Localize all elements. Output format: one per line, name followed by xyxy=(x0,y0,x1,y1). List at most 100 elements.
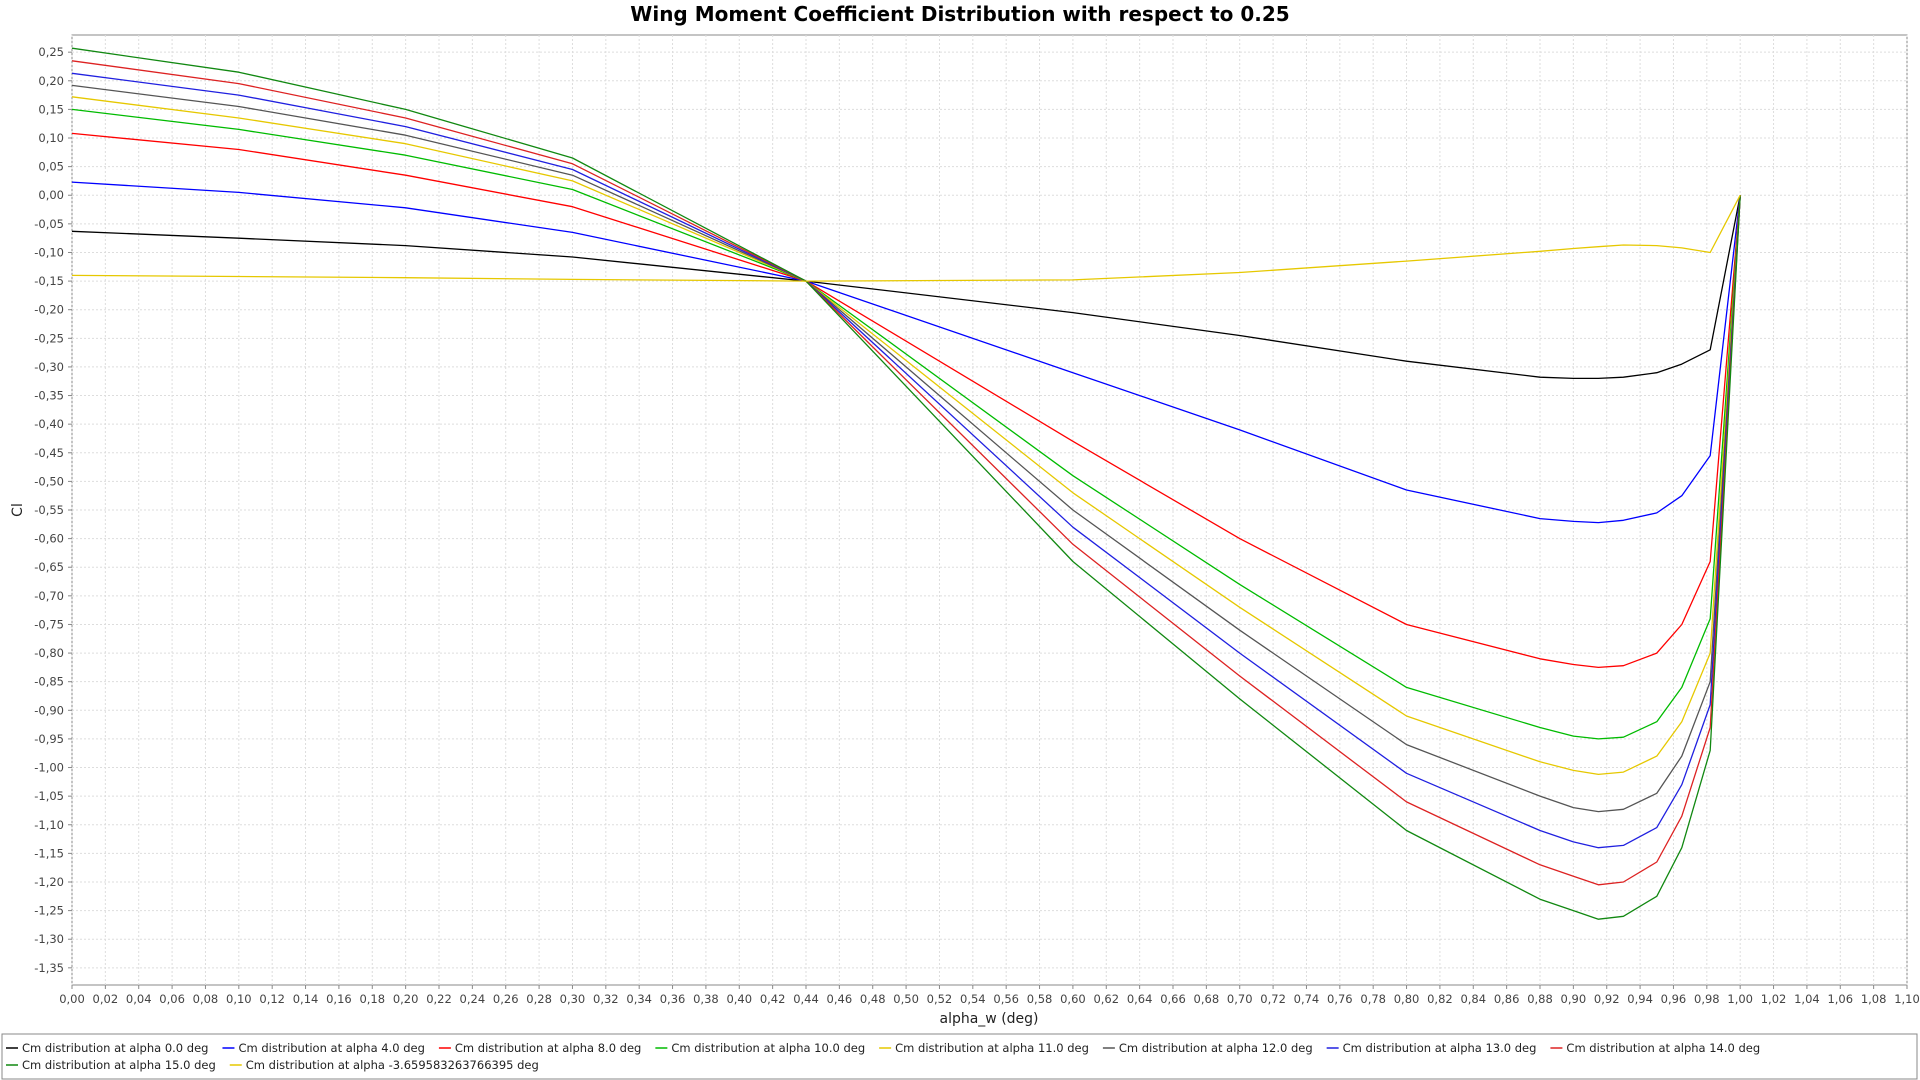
x-tick-label: 0,76 xyxy=(1327,992,1353,1006)
y-tick-label: -0,05 xyxy=(34,217,64,231)
x-tick-label: 0,86 xyxy=(1494,992,1520,1006)
x-tick-label: 0,94 xyxy=(1627,992,1653,1006)
legend-entry: Cm distribution at alpha -3.659583263766… xyxy=(246,1058,539,1072)
legend-entry: Cm distribution at alpha 13.0 deg xyxy=(1343,1041,1537,1055)
x-tick-label: 0,02 xyxy=(93,992,119,1006)
legend-entry: Cm distribution at alpha 12.0 deg xyxy=(1119,1041,1313,1055)
y-tick-label: -1,10 xyxy=(34,818,64,832)
x-tick-label: 1,06 xyxy=(1827,992,1853,1006)
y-tick-label: -0,20 xyxy=(34,303,64,317)
chart-title: Wing Moment Coefficient Distribution wit… xyxy=(630,2,1289,26)
x-tick-label: 0,56 xyxy=(993,992,1019,1006)
x-tick-label: 0,38 xyxy=(693,992,719,1006)
y-tick-label: -0,45 xyxy=(34,446,64,460)
legend-entry: Cm distribution at alpha 11.0 deg xyxy=(895,1041,1089,1055)
series-line-7 xyxy=(71,60,1741,886)
y-tick-label: -0,70 xyxy=(34,589,64,603)
y-tick-label: -0,40 xyxy=(34,417,64,431)
x-tick-label: 1,00 xyxy=(1727,992,1753,1006)
y-tick-label: 0,05 xyxy=(38,160,64,174)
x-tick-label: 0,06 xyxy=(159,992,185,1006)
series-line-9 xyxy=(71,194,1741,282)
grid xyxy=(71,35,1908,985)
x-tick-label: 0,98 xyxy=(1694,992,1720,1006)
series-line-3 xyxy=(71,108,1741,740)
y-tick-label: -0,90 xyxy=(34,703,64,717)
y-tick-label: -0,10 xyxy=(34,245,64,259)
y-tick-label: -0,60 xyxy=(34,532,64,546)
x-tick-label: 0,22 xyxy=(426,992,452,1006)
legend-entry: Cm distribution at alpha 4.0 deg xyxy=(238,1041,424,1055)
legend-box xyxy=(1,1033,1918,1080)
x-tick-label: 0,12 xyxy=(259,992,285,1006)
y-tick-label: -1,20 xyxy=(34,875,64,889)
legend-entry: Cm distribution at alpha 14.0 deg xyxy=(1566,1041,1760,1055)
series-line-2 xyxy=(71,132,1741,669)
y-tick-label: 0,20 xyxy=(38,74,64,88)
y-tick-label: 0,10 xyxy=(38,131,64,145)
x-tick-label: 0,88 xyxy=(1527,992,1553,1006)
x-tick-label: 0,16 xyxy=(326,992,352,1006)
x-tick-label: 0,42 xyxy=(760,992,786,1006)
x-tick-label: 0,74 xyxy=(1294,992,1320,1006)
x-tick-label: 0,46 xyxy=(827,992,853,1006)
x-tick-label: 0,60 xyxy=(1060,992,1086,1006)
y-tick-label: 0,00 xyxy=(38,188,64,202)
y-tick-label: -1,00 xyxy=(34,761,64,775)
y-tick-label: -0,75 xyxy=(34,617,64,631)
x-tick-label: 0,96 xyxy=(1661,992,1687,1006)
x-tick-label: 0,10 xyxy=(226,992,252,1006)
x-tick-label: 0,36 xyxy=(660,992,686,1006)
x-tick-label: 1,08 xyxy=(1861,992,1887,1006)
x-tick-label: 0,72 xyxy=(1260,992,1286,1006)
legend: Cm distribution at alpha 0.0 deg Cm distr… xyxy=(6,1041,1760,1072)
x-axis-label: alpha_w (deg) xyxy=(939,1011,1038,1027)
series-line-8 xyxy=(71,47,1741,920)
x-tick-label: 0,62 xyxy=(1093,992,1119,1006)
x-tick-label: 0,92 xyxy=(1594,992,1620,1006)
legend-entry: Cm distribution at alpha 0.0 deg xyxy=(22,1041,208,1055)
y-tick-label: -1,35 xyxy=(34,961,64,975)
series-line-4 xyxy=(71,96,1741,776)
y-axis-label: Cl xyxy=(10,503,26,517)
y-tick-label: -0,80 xyxy=(34,646,64,660)
y-tick-label: -0,15 xyxy=(34,274,64,288)
x-tick-label: 0,58 xyxy=(1027,992,1053,1006)
x-tick-label: 0,14 xyxy=(293,992,319,1006)
x-axis-ticks: 0,00 0,02 0,04 0,06 0,08 0,10 0,12 0,14 0,16 0,18… xyxy=(59,985,1920,1006)
y-tick-label: -0,95 xyxy=(34,732,64,746)
x-tick-label: 0,18 xyxy=(359,992,385,1006)
y-axis-ticks: 0,25 0,20 0,15 0,10 0,05 0,00 -0,05 -0,10 -0,15 -… xyxy=(34,45,72,975)
x-tick-label: 0,34 xyxy=(626,992,652,1006)
x-tick-label: 0,24 xyxy=(460,992,486,1006)
y-tick-label: -0,35 xyxy=(34,389,64,403)
x-tick-label: 0,82 xyxy=(1427,992,1453,1006)
x-tick-label: 0,66 xyxy=(1160,992,1186,1006)
y-tick-label: -0,25 xyxy=(34,331,64,345)
y-tick-label: -0,65 xyxy=(34,560,64,574)
y-tick-label: -1,15 xyxy=(34,846,64,860)
x-tick-label: 0,80 xyxy=(1394,992,1420,1006)
x-tick-label: 0,32 xyxy=(593,992,619,1006)
x-tick-label: 1,02 xyxy=(1761,992,1787,1006)
y-tick-label: -1,25 xyxy=(34,904,64,918)
series-line-5 xyxy=(71,84,1741,813)
x-tick-label: 0,44 xyxy=(793,992,819,1006)
x-tick-label: 0,70 xyxy=(1227,992,1253,1006)
x-tick-label: 0,04 xyxy=(126,992,152,1006)
x-tick-label: 0,26 xyxy=(493,992,519,1006)
series-layer xyxy=(71,47,1741,920)
series-line-1 xyxy=(71,181,1741,524)
x-tick-label: 0,48 xyxy=(860,992,886,1006)
y-tick-label: 0,15 xyxy=(38,102,64,116)
x-tick-label: 0,00 xyxy=(59,992,85,1006)
y-tick-label: -0,55 xyxy=(34,503,64,517)
legend-entry: Cm distribution at alpha 15.0 deg xyxy=(22,1058,216,1072)
x-tick-label: 0,08 xyxy=(193,992,219,1006)
x-tick-label: 0,28 xyxy=(526,992,552,1006)
series-line-0 xyxy=(71,195,1741,380)
x-tick-label: 0,30 xyxy=(560,992,586,1006)
x-tick-label: 0,20 xyxy=(393,992,419,1006)
x-tick-label: 0,64 xyxy=(1127,992,1153,1006)
